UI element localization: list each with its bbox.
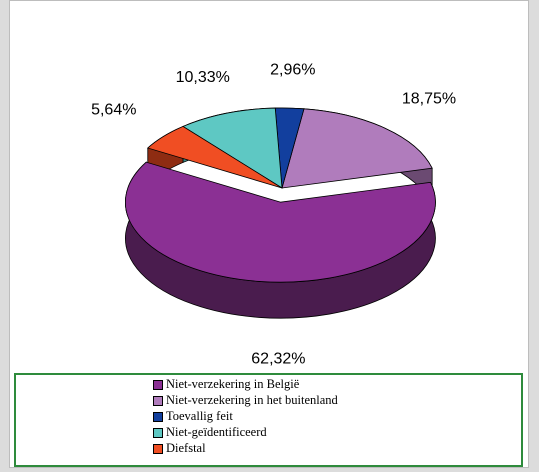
- pie-chart: 62,32% 18,75% 2,96% 10,33% 5,64%: [91, 62, 456, 368]
- legend-swatch: [153, 395, 163, 406]
- legend-item: Diefstal: [153, 441, 206, 456]
- chart-legend: Niet-verzekering in België Niet-verzekeri…: [14, 373, 523, 467]
- legend-swatch: [153, 379, 163, 390]
- pie-slice: [146, 125, 283, 189]
- legend-item: Niet-verzekering in het buitenland: [153, 393, 338, 408]
- legend-label: Niet-verzekering in het buitenland: [166, 393, 338, 407]
- legend-item: Niet-verzekering in België: [153, 377, 299, 392]
- legend-swatch: [153, 443, 163, 454]
- legend-swatch: [153, 427, 163, 438]
- slice-percentage-label: 2,96%: [270, 62, 315, 79]
- slice-percentage-label: 5,64%: [91, 102, 136, 119]
- pie-slice: [281, 108, 433, 189]
- slice-percentage-label: 62,32%: [251, 351, 305, 368]
- legend-label: Niet-verzekering in België: [166, 377, 300, 391]
- slice-percentage-label: 10,33%: [176, 69, 230, 86]
- legend-label: Niet-geïdentificeerd: [166, 425, 267, 439]
- legend-label: Toevallig feit: [166, 409, 233, 423]
- legend-item: Niet-geïdentificeerd: [153, 425, 267, 440]
- legend-label: Diefstal: [166, 441, 206, 455]
- slice-percentage-label: 18,75%: [402, 90, 456, 107]
- legend-item: Toevallig feit: [153, 409, 233, 424]
- pie-slice: [182, 107, 283, 189]
- pie-slice: [125, 161, 436, 283]
- legend-swatch: [153, 411, 163, 422]
